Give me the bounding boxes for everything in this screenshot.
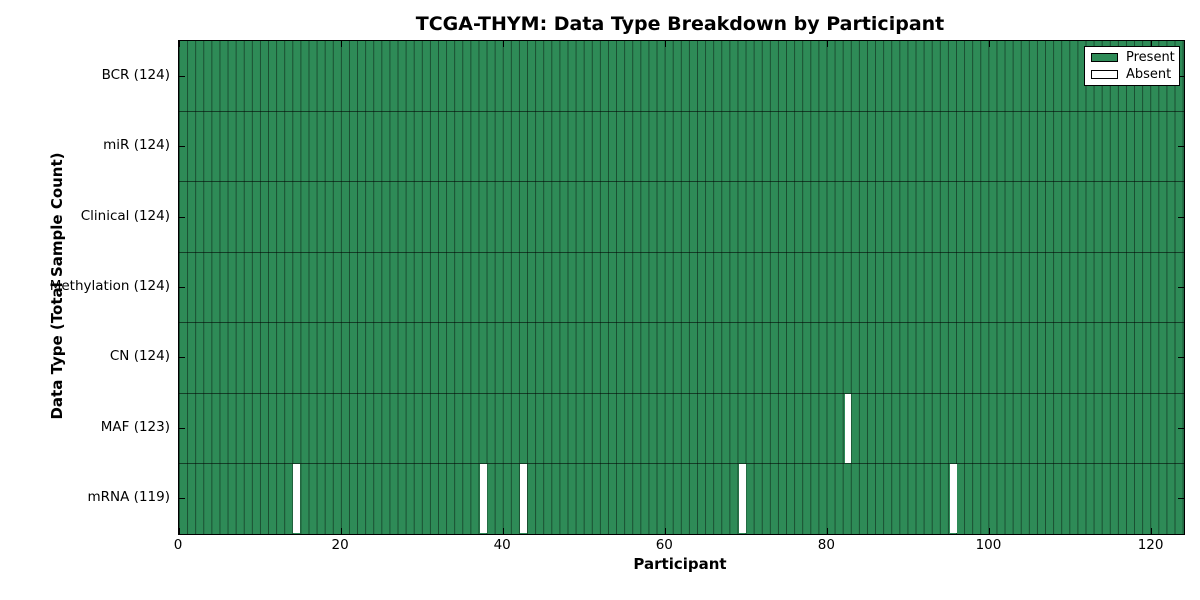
row-boundary-line [179, 392, 1184, 394]
x-tick-mark [340, 528, 342, 534]
row-boundary-line [179, 181, 1184, 183]
legend-absent-label: Absent [1126, 67, 1172, 82]
row-boundary-line [179, 251, 1184, 253]
y-tick-mark [179, 146, 185, 148]
legend-item-present: Present [1091, 50, 1175, 65]
x-tick-mark [988, 41, 990, 47]
absent-cell [844, 393, 852, 463]
x-tick-mark [1151, 528, 1153, 534]
y-tick-mark [179, 357, 185, 359]
legend: Present Absent [1084, 46, 1180, 86]
legend-present-swatch-icon [1091, 53, 1118, 62]
y-tick-label: BCR (124) [101, 66, 170, 83]
y-tick-label: MAF (123) [100, 418, 170, 435]
y-tick-mark [179, 498, 185, 500]
y-tick-label: Clinical (124) [80, 207, 170, 224]
chart-title: TCGA-THYM: Data Type Breakdown by Partic… [415, 13, 945, 35]
absent-cell [949, 464, 957, 534]
y-tick-mark [1178, 287, 1184, 288]
row-boundary-line [179, 463, 1184, 465]
x-tick-mark [502, 41, 504, 47]
plot-area [178, 40, 1185, 535]
absent-cell [739, 464, 747, 534]
y-tick-mark [1178, 357, 1184, 359]
x-tick-label: 20 [331, 537, 349, 553]
y-tick-label: CN (124) [109, 348, 170, 365]
row-boundary-line [179, 322, 1184, 324]
y-tick-label: mRNA (119) [87, 489, 170, 506]
absent-cell [293, 464, 301, 534]
y-tick-mark [179, 287, 185, 288]
legend-item-absent: Absent [1091, 68, 1173, 81]
x-tick-mark [340, 41, 342, 47]
x-tick-label: 40 [493, 537, 511, 553]
x-tick-label: 100 [975, 537, 1002, 553]
legend-absent-swatch-icon [1091, 70, 1118, 79]
x-axis-label: Participant [633, 555, 727, 573]
x-tick-mark [178, 528, 180, 534]
row-boundary-line [179, 110, 1184, 112]
x-tick-mark [664, 528, 666, 534]
y-tick-mark [179, 427, 185, 429]
y-tick-label: miR (124) [103, 137, 170, 154]
x-tick-mark [502, 528, 504, 534]
y-tick-mark [179, 216, 185, 218]
x-tick-mark [826, 41, 828, 47]
y-tick-mark [1178, 427, 1184, 429]
y-tick-mark [1178, 75, 1184, 77]
x-tick-label: 60 [655, 537, 673, 553]
absent-cell [520, 464, 528, 534]
x-tick-label: 120 [1137, 537, 1164, 553]
x-tick-label: 0 [173, 537, 183, 553]
y-tick-mark [1178, 146, 1184, 148]
x-tick-mark [826, 528, 828, 534]
x-tick-mark [1151, 41, 1153, 47]
y-tick-label: Methylation (124) [49, 278, 170, 294]
x-tick-mark [178, 41, 180, 47]
x-tick-mark [988, 528, 990, 534]
legend-present-label: Present [1126, 50, 1175, 65]
y-tick-mark [1178, 216, 1184, 218]
x-tick-label: 80 [817, 537, 835, 553]
x-tick-mark [664, 41, 666, 47]
y-tick-mark [179, 75, 185, 77]
absent-cell [479, 464, 487, 534]
y-tick-mark [1178, 498, 1184, 500]
